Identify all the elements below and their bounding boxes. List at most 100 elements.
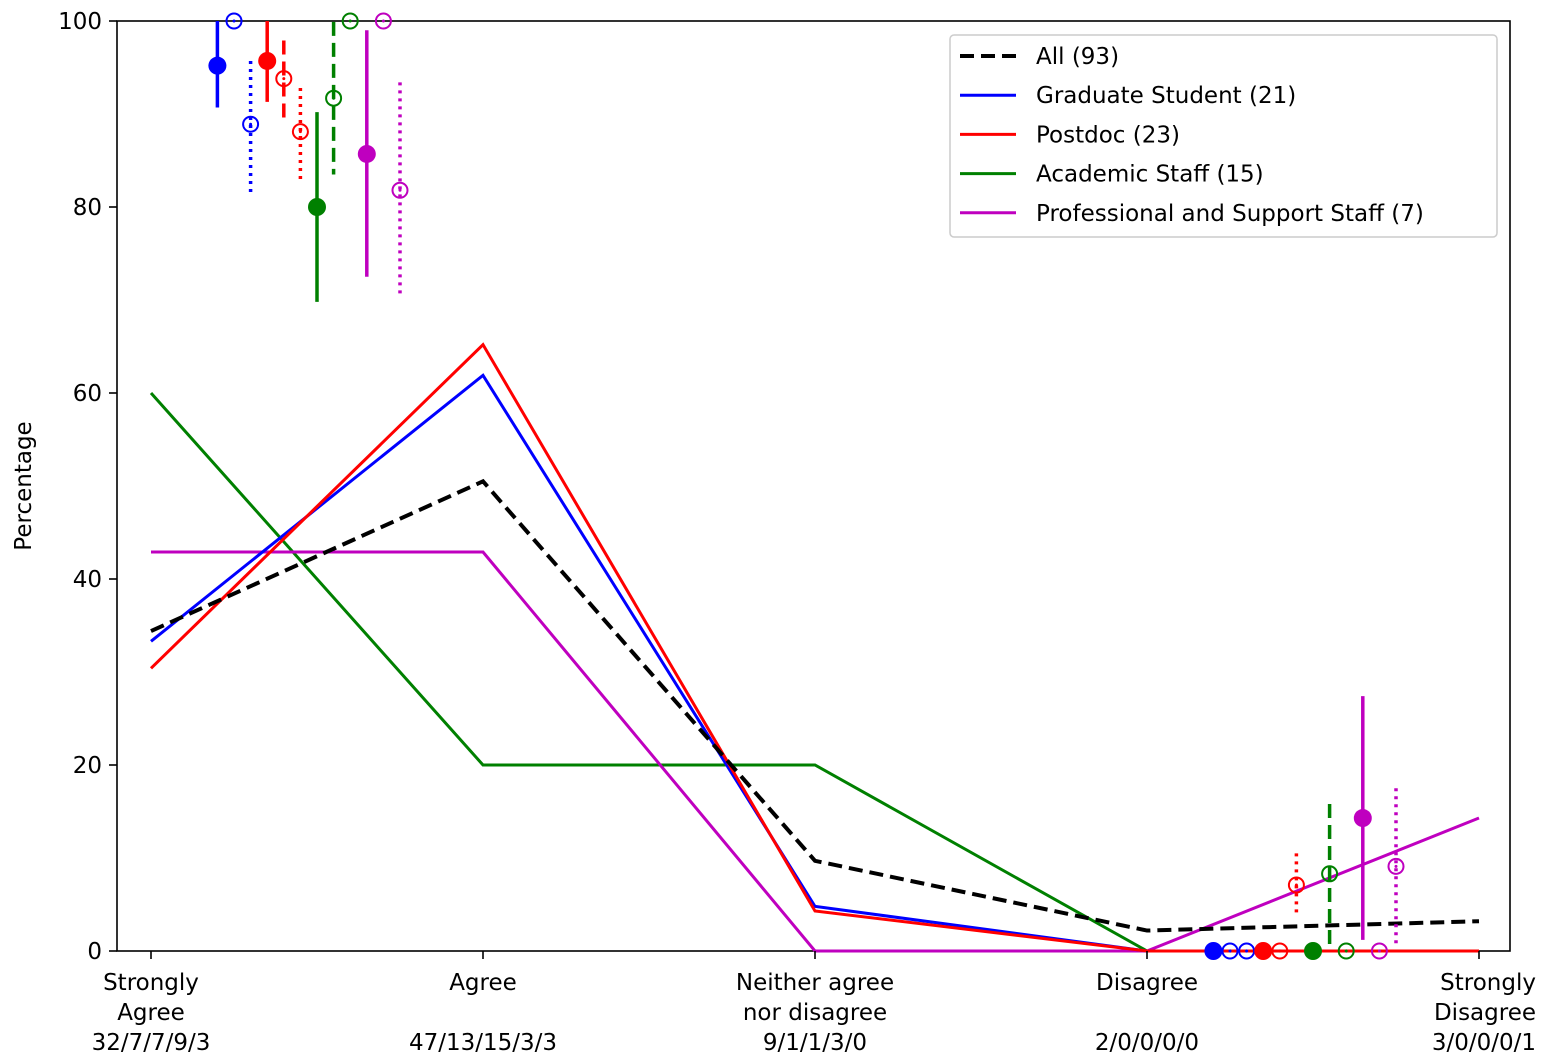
legend: All (93) Graduate Student (21) Postdoc (23… bbox=[949, 34, 1498, 238]
marker-point bbox=[1387, 857, 1405, 875]
plot-area: 0 20 40 60 80 100 Strongly Agree 32/7/7/9/3 Agre… bbox=[58, 9, 1536, 1056]
error-marker-top-10 bbox=[374, 12, 392, 30]
error-marker-bottom-3 bbox=[1254, 942, 1273, 960]
x-tick-label: 9/1/1/3/0 bbox=[763, 1030, 867, 1056]
error-marker-top-11 bbox=[391, 82, 409, 299]
marker-point bbox=[308, 198, 326, 216]
error-marker-top-6 bbox=[308, 112, 326, 302]
y-tick-label: 80 bbox=[73, 195, 102, 221]
error-marker-bottom-0 bbox=[1204, 942, 1223, 960]
legend-entry: Postdoc (23) bbox=[1036, 122, 1180, 148]
error-marker-bottom-8 bbox=[1337, 942, 1355, 960]
marker-point bbox=[357, 144, 376, 163]
error-marker-bottom-10 bbox=[1370, 942, 1388, 960]
marker-point bbox=[325, 89, 343, 107]
marker-point bbox=[275, 70, 293, 88]
marker-point bbox=[1304, 942, 1322, 960]
marker-center bbox=[1278, 949, 1282, 953]
marker-center bbox=[398, 188, 402, 192]
error-marker-top-1 bbox=[225, 12, 243, 30]
marker-center bbox=[381, 19, 385, 23]
y-axis: 0 20 40 60 80 100 bbox=[58, 9, 117, 965]
error-marker-top-8 bbox=[341, 12, 359, 30]
legend-entry: All (93) bbox=[1036, 44, 1119, 70]
error-marker-bottom-7 bbox=[1321, 804, 1339, 948]
error-marker-bottom-5 bbox=[1287, 853, 1305, 917]
y-tick-label: 0 bbox=[87, 939, 102, 965]
y-tick-label: 60 bbox=[73, 381, 102, 407]
error-marker-bottom-6 bbox=[1304, 942, 1322, 960]
marker-point bbox=[1337, 942, 1355, 960]
series-lines bbox=[149, 342, 1480, 953]
error-marker-bottom-9 bbox=[1353, 696, 1372, 940]
error-marker-bottom-2 bbox=[1238, 942, 1256, 960]
error-marker-top-9 bbox=[357, 30, 376, 277]
error-marker-top-0 bbox=[208, 21, 227, 108]
series-line-0 bbox=[150, 478, 1480, 933]
y-tick-label: 100 bbox=[58, 9, 102, 35]
error-marker-bottom-4 bbox=[1271, 942, 1289, 960]
x-tick-label: 47/13/15/3/3 bbox=[409, 1030, 557, 1056]
y-tick-label: 40 bbox=[73, 567, 102, 593]
error-markers bbox=[208, 12, 1405, 960]
series-line-1 bbox=[150, 373, 1479, 953]
legend-entry: Professional and Support Staff (7) bbox=[1036, 201, 1424, 227]
error-marker-top-5 bbox=[291, 87, 309, 180]
marker-point bbox=[1221, 942, 1239, 960]
marker-point bbox=[1254, 942, 1273, 960]
marker-point bbox=[1271, 942, 1289, 960]
series-line-3 bbox=[149, 392, 1479, 953]
x-tick-label: 2/0/0/0/0 bbox=[1095, 1030, 1199, 1056]
marker-point bbox=[374, 12, 392, 30]
error-marker-top-4 bbox=[275, 40, 293, 118]
marker-center bbox=[1228, 949, 1232, 953]
x-tick-label: Strongly bbox=[103, 970, 199, 996]
marker-point bbox=[208, 56, 227, 75]
marker-point bbox=[242, 115, 260, 133]
marker-center bbox=[348, 19, 352, 23]
error-marker-top-7 bbox=[325, 21, 343, 175]
x-tick-label: Disagree bbox=[1096, 970, 1198, 996]
error-marker-top-2 bbox=[242, 60, 260, 194]
marker-point bbox=[1238, 942, 1256, 960]
marker-center bbox=[1245, 949, 1249, 953]
x-tick-label: Neither agree bbox=[736, 970, 894, 996]
marker-center bbox=[282, 77, 286, 81]
x-axis: Strongly Agree 32/7/7/9/3 Agree 47/13/15/3/3… bbox=[92, 951, 1536, 1056]
marker-point bbox=[1353, 809, 1372, 828]
marker-center bbox=[249, 122, 253, 126]
marker-point bbox=[1370, 942, 1388, 960]
legend-entry: Graduate Student (21) bbox=[1036, 83, 1296, 109]
marker-point bbox=[1204, 942, 1223, 960]
marker-center bbox=[1394, 864, 1398, 868]
legend-box bbox=[949, 34, 1498, 238]
x-tick-label: Disagree bbox=[1434, 1000, 1536, 1026]
marker-center bbox=[1294, 883, 1298, 887]
y-tick-label: 20 bbox=[73, 753, 102, 779]
x-tick-label: nor disagree bbox=[743, 1000, 887, 1026]
x-tick-label: Agree bbox=[449, 970, 517, 996]
x-tick-label: Agree bbox=[117, 1000, 185, 1026]
marker-center bbox=[332, 96, 336, 100]
marker-point bbox=[1321, 865, 1339, 883]
legend-entry: Academic Staff (15) bbox=[1036, 162, 1264, 188]
marker-center bbox=[1377, 949, 1381, 953]
marker-point bbox=[391, 181, 409, 199]
marker-point bbox=[291, 123, 309, 141]
series-line-4 bbox=[151, 550, 1480, 953]
marker-center bbox=[1328, 872, 1332, 876]
x-tick-label: Strongly bbox=[1440, 970, 1536, 996]
marker-point bbox=[225, 12, 243, 30]
marker-center bbox=[1344, 949, 1348, 953]
x-tick-label: 3/0/0/0/1 bbox=[1432, 1030, 1536, 1056]
error-marker-bottom-1 bbox=[1221, 942, 1239, 960]
marker-center bbox=[232, 19, 236, 23]
x-tick-label: 32/7/7/9/3 bbox=[92, 1030, 211, 1056]
marker-center bbox=[298, 130, 302, 134]
error-marker-bottom-11 bbox=[1387, 788, 1405, 945]
marker-point bbox=[1287, 876, 1305, 894]
marker-point bbox=[341, 12, 359, 30]
error-marker-top-3 bbox=[258, 21, 277, 102]
y-axis-label: Percentage bbox=[11, 421, 37, 550]
